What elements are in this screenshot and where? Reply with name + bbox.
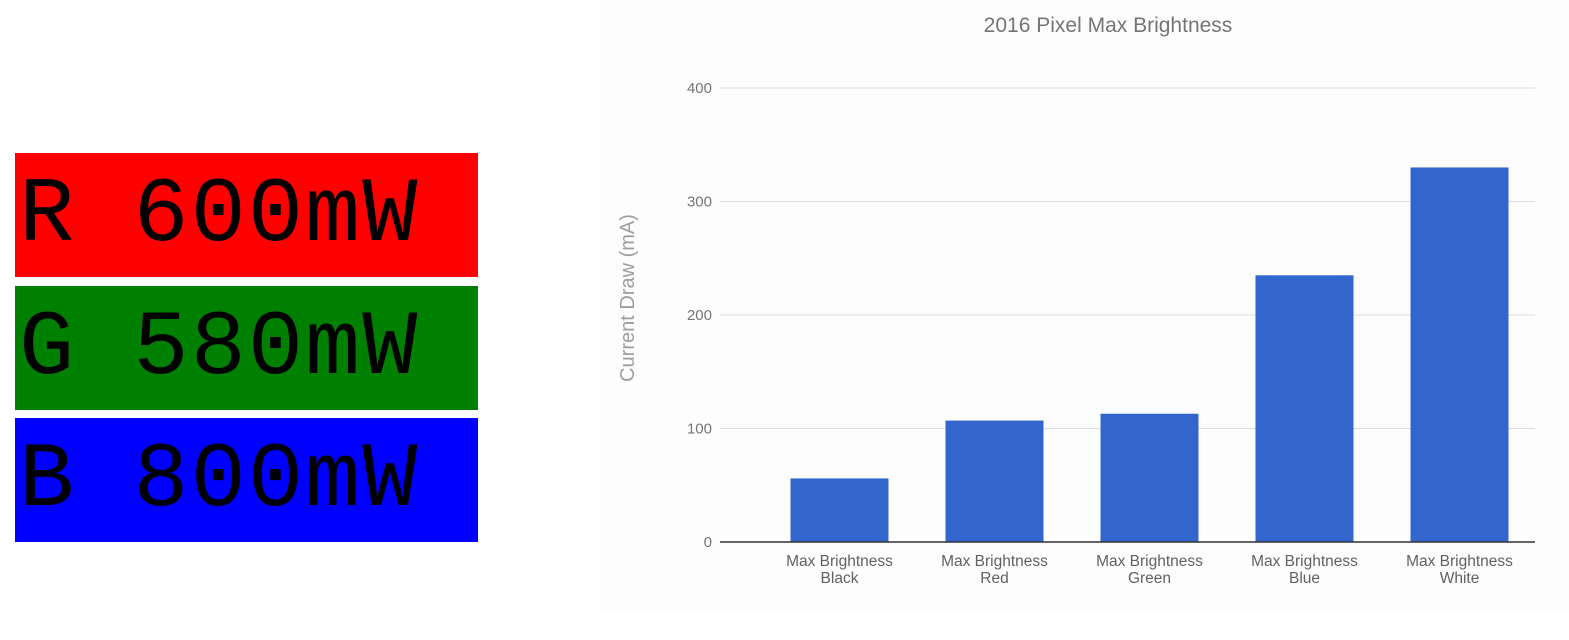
x-category-label: White bbox=[1440, 570, 1480, 587]
bar bbox=[790, 478, 889, 542]
x-category-label: Blue bbox=[1289, 570, 1320, 587]
y-tick-label: 0 bbox=[704, 534, 712, 551]
brightness-chart: 2016 Pixel Max Brightness Current Draw (… bbox=[600, 0, 1569, 610]
x-category-label: Max Brightness bbox=[786, 553, 893, 570]
bar bbox=[1410, 167, 1509, 542]
bar bbox=[1255, 275, 1354, 542]
y-axis-title: Current Draw (mA) bbox=[617, 214, 639, 382]
chart-svg: 2016 Pixel Max Brightness Current Draw (… bbox=[617, 14, 1535, 587]
x-category-label: Max Brightness bbox=[1406, 553, 1513, 570]
x-category-label: Green bbox=[1128, 570, 1171, 587]
green-power-panel: G 580mW bbox=[15, 286, 478, 410]
x-category-label: Max Brightness bbox=[1251, 553, 1358, 570]
y-tick-label: 400 bbox=[687, 80, 712, 97]
y-tick-label: 200 bbox=[687, 307, 712, 324]
x-category-label: Red bbox=[980, 570, 1008, 587]
y-tick-label: 300 bbox=[687, 194, 712, 211]
x-category-label: Max Brightness bbox=[1096, 553, 1203, 570]
bars bbox=[790, 167, 1509, 542]
y-tick-label: 100 bbox=[687, 421, 712, 438]
bar bbox=[945, 420, 1044, 542]
red-power-panel: R 600mW bbox=[15, 153, 478, 277]
chart-title: 2016 Pixel Max Brightness bbox=[984, 14, 1233, 37]
x-category-label: Black bbox=[821, 570, 859, 587]
blue-power-panel: B 800mW bbox=[15, 418, 478, 542]
bar bbox=[1100, 413, 1199, 542]
x-category-label: Max Brightness bbox=[941, 553, 1048, 570]
y-tick-labels: 0 100 200 300 400 bbox=[687, 80, 712, 551]
